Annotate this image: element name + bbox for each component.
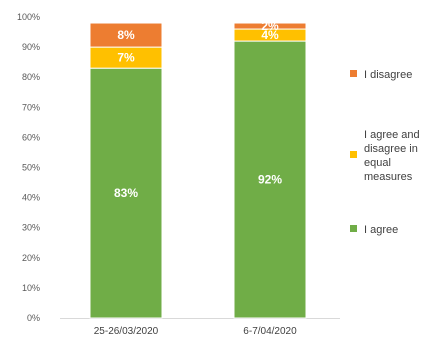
y-tick-label: 100%: [17, 12, 40, 22]
legend: I disagree I agree and disagree in equal mea…: [350, 69, 420, 236]
data-label: 2%: [261, 19, 279, 33]
bar-segment: [89, 67, 163, 319]
x-axis: 25-26/03/2020 6-7/04/2020: [94, 326, 297, 337]
bar-stack: 92% 4%2%: [233, 19, 307, 319]
bar-segment: [89, 22, 163, 48]
legend-label: disagree in: [364, 143, 418, 155]
y-tick-label: 60%: [22, 132, 40, 142]
legend-label: measures: [364, 171, 413, 183]
y-tick-label: 70%: [22, 102, 40, 112]
legend-swatch: [350, 225, 357, 232]
legend-entry: I agree: [350, 224, 398, 236]
data-label: 7%: [117, 51, 135, 65]
legend-swatch: [350, 151, 357, 158]
y-tick-label: 40%: [22, 193, 40, 203]
data-label: 4%: [261, 28, 279, 42]
legend-label: I disagree: [364, 69, 412, 81]
data-label: 83%: [114, 186, 138, 200]
data-label: 92%: [258, 173, 282, 187]
x-tick-label: 6-7/04/2020: [243, 326, 297, 337]
legend-label: I agree and: [364, 129, 420, 141]
bar-segment: [233, 22, 307, 30]
plot-area: 83% 7% 8% 92% 4%2%: [89, 19, 307, 319]
data-label: 8%: [117, 28, 135, 42]
legend-entry: I agree and disagree in equal measures: [350, 129, 420, 183]
y-tick-label: 0%: [27, 313, 40, 323]
y-tick-label: 20%: [22, 253, 40, 263]
y-tick-label: 30%: [22, 223, 40, 233]
y-tick-label: 90%: [22, 42, 40, 52]
y-tick-label: 80%: [22, 72, 40, 82]
bar-segment: [233, 40, 307, 319]
y-tick-label: 50%: [22, 163, 40, 173]
legend-swatch: [350, 70, 357, 77]
legend-entry: I disagree: [350, 69, 412, 81]
legend-label: equal: [364, 157, 391, 169]
y-tick-label: 10%: [22, 283, 40, 293]
x-tick-label: 25-26/03/2020: [94, 326, 159, 337]
legend-label: I agree: [364, 224, 398, 236]
bar-stack: 83% 7% 8%: [89, 22, 163, 319]
